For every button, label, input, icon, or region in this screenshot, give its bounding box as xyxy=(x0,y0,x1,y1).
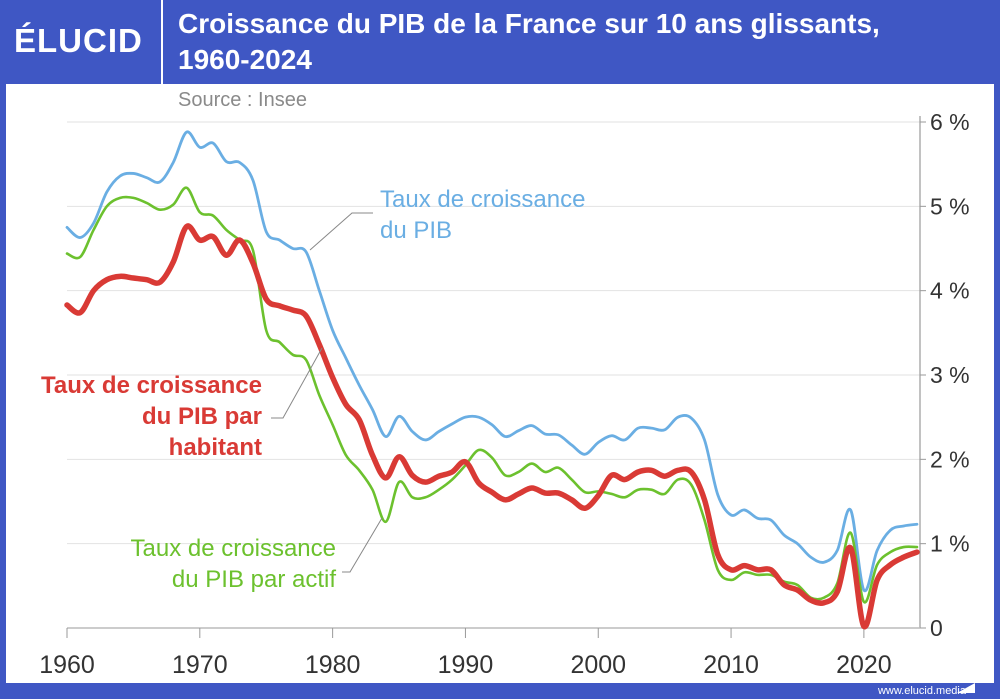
leader-line-per-worker xyxy=(342,517,383,573)
y-tick-label: 4 % xyxy=(930,278,970,304)
title-line-1: Croissance du PIB de la France sur 10 an… xyxy=(178,8,880,39)
x-tick-label: 2020 xyxy=(836,651,892,679)
series-label: Taux de croissance xyxy=(41,372,262,399)
elucid-logo: ÉLUCID xyxy=(14,22,143,59)
series-line-1 xyxy=(64,223,920,630)
series-label: du PIB par actif xyxy=(172,566,336,593)
series-label: Taux de croissance xyxy=(380,186,585,213)
footer-url[interactable]: www.elucid.media xyxy=(877,685,966,697)
x-tick-label: 1980 xyxy=(305,651,361,679)
series-label: du PIB par xyxy=(142,403,262,430)
x-tick-label: 1990 xyxy=(438,651,494,679)
y-tick-label: 1 % xyxy=(930,531,970,557)
source-note: Source : Insee xyxy=(178,89,307,111)
y-tick-label: 2 % xyxy=(930,446,970,472)
header-divider xyxy=(161,0,163,84)
y-tick-label: 3 % xyxy=(930,362,970,388)
y-tick-label: 0 xyxy=(930,615,943,641)
chart-frame xyxy=(6,84,994,683)
series-label: Taux de croissance xyxy=(131,535,336,562)
leader-line-per-capita xyxy=(271,347,323,419)
y-tick-label: 6 % xyxy=(930,109,970,135)
series-label: habitant xyxy=(169,434,262,461)
elucid-flag-icon xyxy=(957,683,975,693)
x-tick-label: 2010 xyxy=(703,651,759,679)
chart-title: Croissance du PIB de la France sur 10 an… xyxy=(178,6,998,78)
x-tick-label: 2000 xyxy=(570,651,626,679)
series-label: du PIB xyxy=(380,217,452,244)
series-line-0 xyxy=(65,130,919,593)
x-tick-label: 1970 xyxy=(172,651,228,679)
y-tick-label: 5 % xyxy=(930,193,970,219)
x-tick-label: 1960 xyxy=(39,651,95,679)
leader-line-gdp xyxy=(309,212,373,251)
title-line-2: 1960-2024 xyxy=(178,44,312,75)
